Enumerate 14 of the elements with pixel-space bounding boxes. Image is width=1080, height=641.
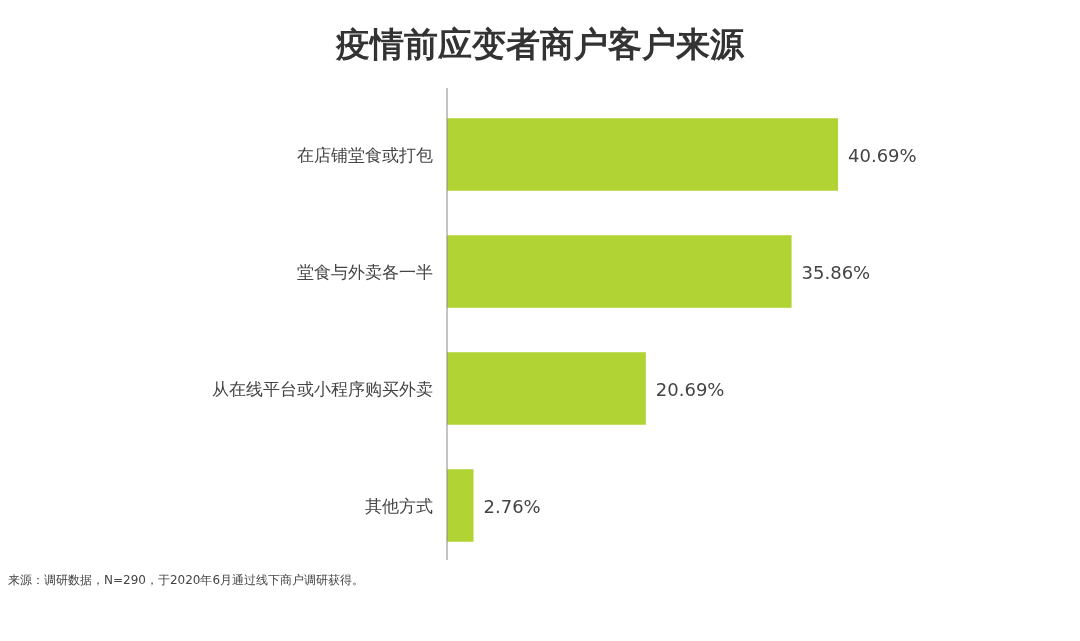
data-label: 35.86% — [801, 261, 871, 283]
data-label: 2.76% — [483, 495, 541, 517]
bar — [447, 118, 838, 191]
source-note: 来源：调研数据，N=290，于2020年6月通过线下商户调研获得。 — [8, 573, 365, 587]
bar — [447, 469, 474, 542]
chart-title: 疫情前应变者商户客户来源 — [335, 24, 745, 64]
data-label: 20.69% — [655, 378, 725, 400]
y-tick-label: 其他方式 — [365, 495, 433, 516]
y-tick-label: 堂食与外卖各一半 — [297, 261, 433, 282]
bar — [447, 235, 792, 308]
data-label: 40.69% — [848, 144, 917, 166]
y-tick-label: 从在线平台或小程序购买外卖 — [212, 378, 433, 399]
bar — [447, 352, 646, 425]
y-tick-label: 在店铺堂食或打包 — [297, 144, 433, 165]
